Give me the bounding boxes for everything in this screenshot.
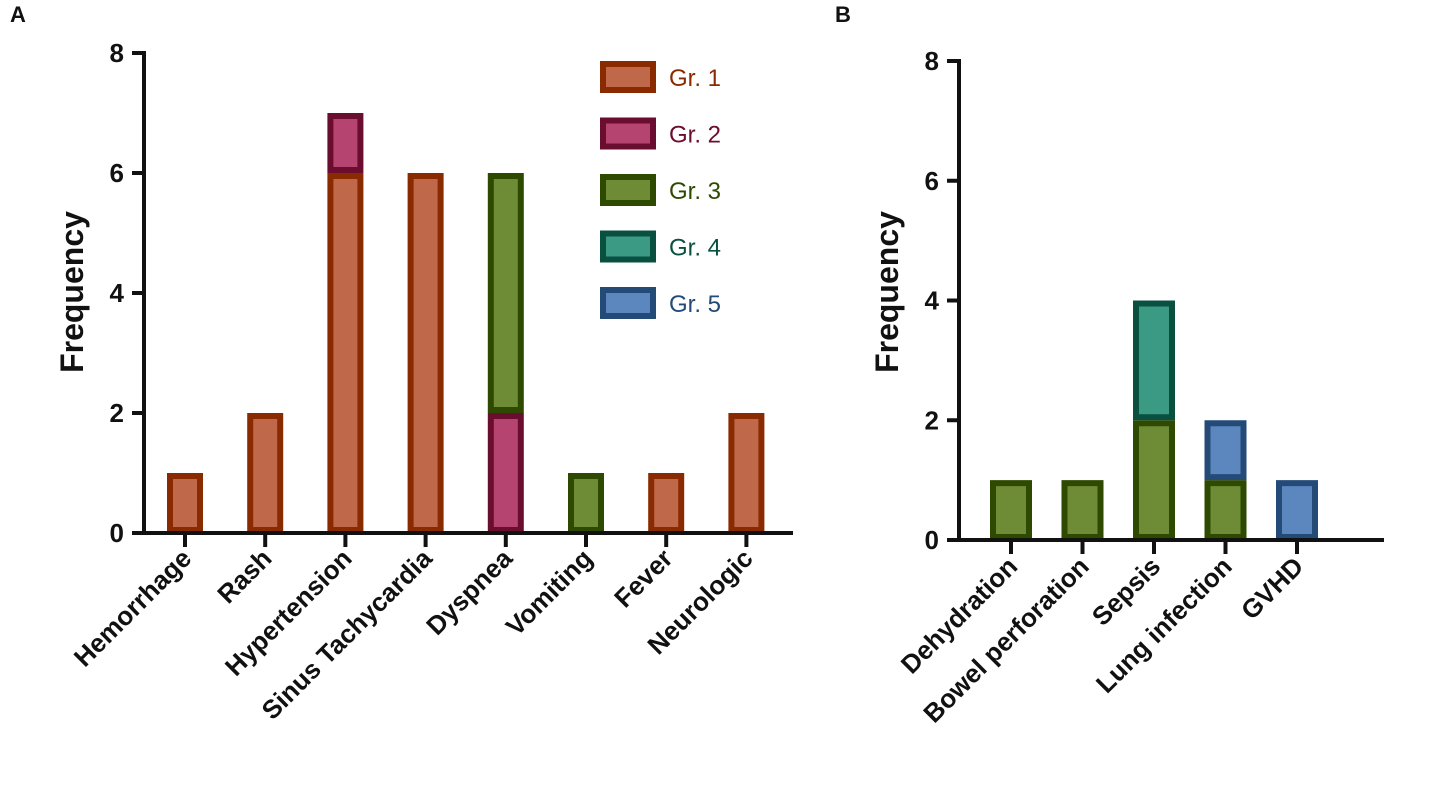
legend-label: Gr. 4 (669, 235, 721, 262)
panel-a-axes (142, 51, 793, 547)
panel-b-y-axis-label: Frequency (869, 211, 905, 373)
panel-a-y-axis-label: Frequency (54, 211, 90, 373)
y-tick-label: 0 (110, 518, 124, 548)
panel-a-y-ticks: 0 2 4 6 8 (110, 38, 144, 548)
legend: Gr. 1 Gr. 2 Gr. 3 Gr. 4 Gr. 5 (600, 61, 721, 319)
y-tick-label: 2 (110, 398, 124, 428)
bar-segment (487, 413, 524, 533)
y-tick-label: 4 (110, 278, 125, 308)
panel-a-bars (167, 113, 765, 533)
x-category-label: Dyspnea (420, 543, 518, 641)
bar-segment (568, 473, 604, 533)
y-tick-label: 8 (925, 46, 939, 76)
y-tick-label: 2 (925, 405, 939, 435)
panel-a-letter: A (10, 2, 26, 27)
panel-b-axes (957, 59, 1384, 554)
panel-b-bars (990, 300, 1318, 540)
x-category-label: Hemorrhage (68, 543, 198, 673)
bar-segment (327, 113, 364, 173)
bar-segment (247, 413, 284, 533)
bar-segment (1061, 480, 1104, 540)
legend-swatch (600, 117, 656, 150)
bar-segment (728, 413, 765, 533)
bar-segment (648, 473, 685, 533)
panel-b-y-ticks: 0 2 4 6 8 (925, 46, 959, 555)
legend-label: Gr. 3 (669, 178, 721, 205)
bar-segment (327, 173, 364, 533)
legend-swatch (600, 61, 656, 93)
y-tick-label: 0 (925, 525, 939, 555)
legend-label: Gr. 2 (669, 122, 721, 149)
bar-segment (1204, 480, 1247, 540)
bar-segment (1204, 420, 1247, 481)
x-category-label: GVHD (1235, 551, 1309, 625)
bar-segment (487, 173, 524, 413)
y-tick-label: 4 (925, 286, 940, 316)
legend-swatch (600, 174, 656, 206)
legend-label: Gr. 5 (669, 291, 721, 318)
y-tick-label: 6 (925, 166, 939, 196)
panel-a: A Frequency 0 2 4 6 8 Hemorrhage RashHyperten… (10, 2, 793, 725)
legend-label: Gr. 1 (669, 65, 721, 92)
legend-swatch (600, 287, 656, 319)
panel-b-letter: B (835, 2, 851, 27)
bar-segment (990, 480, 1032, 540)
legend-swatch (600, 230, 656, 263)
bar-segment (407, 173, 444, 533)
bar-segment (1133, 420, 1175, 540)
x-category-label: Vomiting (500, 543, 598, 641)
bar-segment (167, 473, 203, 533)
y-tick-label: 8 (110, 38, 124, 68)
bar-segment (1276, 480, 1318, 540)
bar-segment (1133, 300, 1175, 421)
y-tick-label: 6 (110, 158, 124, 188)
x-category-label: Fever (608, 543, 678, 613)
x-category-label: Rash (211, 543, 277, 609)
